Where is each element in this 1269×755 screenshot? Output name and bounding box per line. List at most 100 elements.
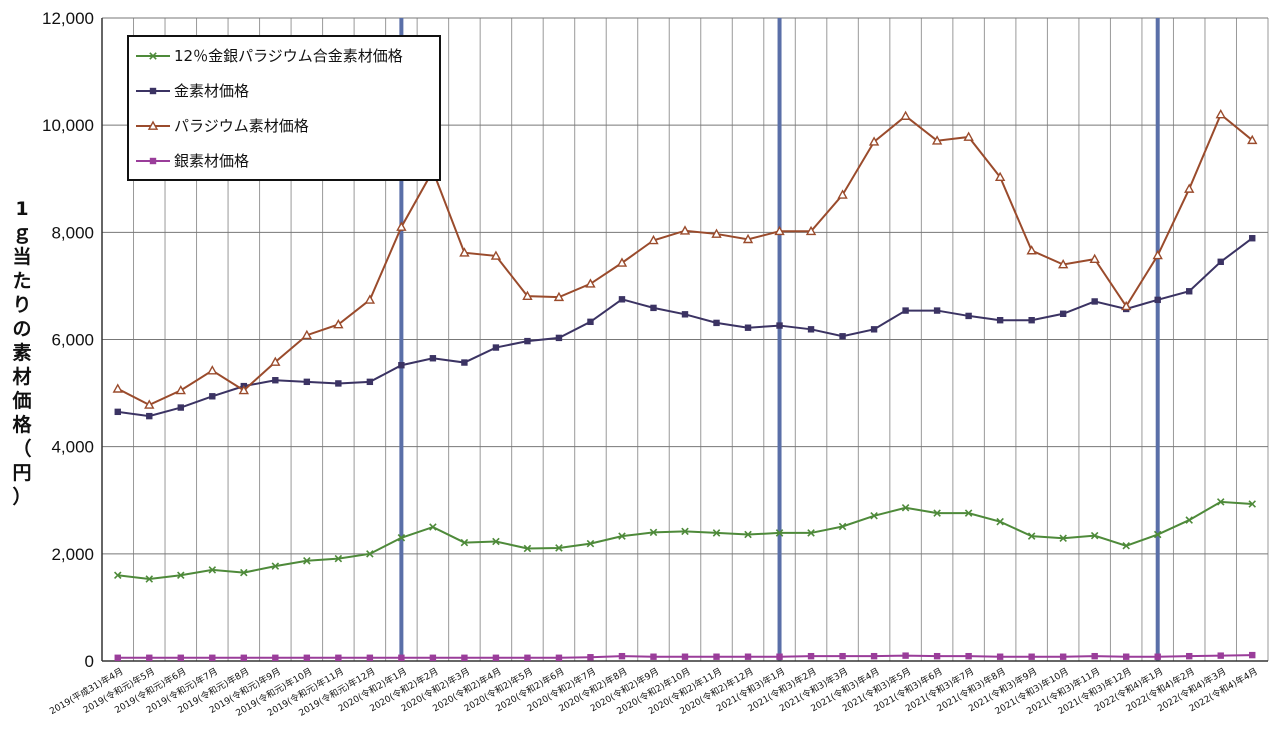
- series-2: [112, 109, 1258, 409]
- y-axis-title-char: 価: [11, 390, 31, 412]
- data-point-stroke: [1216, 498, 1225, 506]
- y-tick-label: 2,000: [51, 545, 94, 564]
- data-point: [996, 317, 1004, 324]
- data-point-stroke: [1153, 530, 1162, 539]
- data-point: [461, 359, 468, 366]
- y-axis-title-char: 素: [12, 341, 31, 364]
- data-point: [587, 654, 594, 661]
- y-axis-title-char: 1: [15, 198, 28, 220]
- data-point: [429, 654, 437, 661]
- data-point: [555, 544, 563, 552]
- legend-label: 金素材価格: [174, 82, 249, 100]
- data-point-stroke: [271, 562, 280, 570]
- data-point: [492, 654, 500, 661]
- data-point: [901, 503, 910, 512]
- data-point: [1249, 235, 1256, 242]
- data-point: [838, 522, 847, 531]
- data-point: [585, 278, 596, 288]
- data-point: [335, 654, 342, 661]
- data-point-stroke: [870, 512, 878, 520]
- data-point: [774, 225, 785, 236]
- data-point-stroke: [1090, 531, 1099, 540]
- data-point-stroke: [807, 529, 815, 537]
- data-point-stroke: [429, 523, 437, 531]
- data-point: [650, 304, 657, 312]
- data-point: [870, 326, 878, 333]
- data-point: [996, 653, 1004, 660]
- data-point: [1248, 500, 1257, 508]
- data-point: [555, 334, 563, 342]
- data-point: [334, 554, 343, 563]
- data-point: [175, 384, 186, 395]
- data-point-stroke: [460, 538, 469, 547]
- data-point: [1090, 531, 1099, 540]
- data-point: [1122, 653, 1130, 660]
- data-point-stroke: [334, 554, 343, 563]
- y-axis-title-char: ｇ: [12, 222, 31, 245]
- y-tick-label: 8,000: [51, 223, 94, 242]
- data-point: [303, 557, 311, 565]
- data-point: [114, 654, 121, 661]
- data-point: [681, 527, 689, 536]
- data-point: [1026, 245, 1037, 255]
- data-point: [207, 365, 218, 375]
- data-point: [398, 362, 405, 369]
- y-axis-label: 1 ｇ当たりの素材価格（円）: [11, 198, 32, 508]
- data-point-stroke: [113, 571, 122, 580]
- data-point-stroke: [649, 528, 658, 537]
- data-point: [711, 228, 722, 238]
- data-point-stroke: [775, 529, 784, 537]
- data-point-stroke: [149, 52, 157, 60]
- data-point: [837, 189, 848, 199]
- y-axis-title: 1 ｇ当たりの素材価格（円）: [11, 198, 32, 508]
- y-tick-label: 0: [85, 652, 94, 671]
- data-point: [238, 384, 250, 395]
- data-point-stroke: [933, 509, 941, 517]
- data-point-stroke: [618, 532, 626, 540]
- data-point: [492, 537, 500, 546]
- legend-label: 銀素材価格: [174, 152, 249, 170]
- data-point: [240, 568, 248, 577]
- data-point: [648, 234, 659, 245]
- y-axis-title-char: 格: [12, 413, 32, 436]
- y-tick-label: 12,000: [42, 9, 94, 28]
- data-point: [931, 135, 943, 145]
- data-point-stroke: [492, 537, 500, 546]
- data-point: [616, 257, 628, 267]
- data-point: [1184, 183, 1195, 193]
- data-point: [649, 528, 658, 537]
- data-point: [963, 131, 974, 141]
- data-point: [933, 652, 941, 660]
- data-point: [713, 653, 720, 660]
- data-point: [807, 529, 815, 537]
- data-point-stroke: [838, 522, 847, 531]
- data-point: [270, 356, 281, 366]
- data-point-stroke: [996, 517, 1004, 526]
- data-point-stroke: [964, 509, 973, 517]
- data-point: [679, 225, 691, 235]
- legend-label: 12％金銀パラジウム合金素材価格: [174, 47, 403, 65]
- data-point-stroke: [712, 529, 721, 537]
- data-point: [712, 529, 721, 537]
- data-point: [366, 378, 374, 386]
- data-point: [902, 652, 909, 659]
- data-point-stroke: [177, 571, 185, 580]
- data-point: [744, 324, 752, 331]
- data-point: [149, 157, 157, 165]
- data-point-stroke: [208, 566, 217, 574]
- data-point: [301, 329, 313, 340]
- data-point: [240, 654, 248, 661]
- data-point: [965, 652, 972, 660]
- data-point: [177, 404, 184, 411]
- data-point: [1154, 296, 1161, 304]
- data-point: [272, 377, 279, 384]
- data-point: [1059, 534, 1067, 543]
- data-point: [1185, 516, 1193, 524]
- data-point: [775, 529, 784, 537]
- data-point-stroke: [1248, 500, 1257, 508]
- data-point: [868, 136, 880, 146]
- data-point: [145, 575, 154, 583]
- data-point: [744, 653, 752, 660]
- data-point-stroke: [366, 550, 374, 558]
